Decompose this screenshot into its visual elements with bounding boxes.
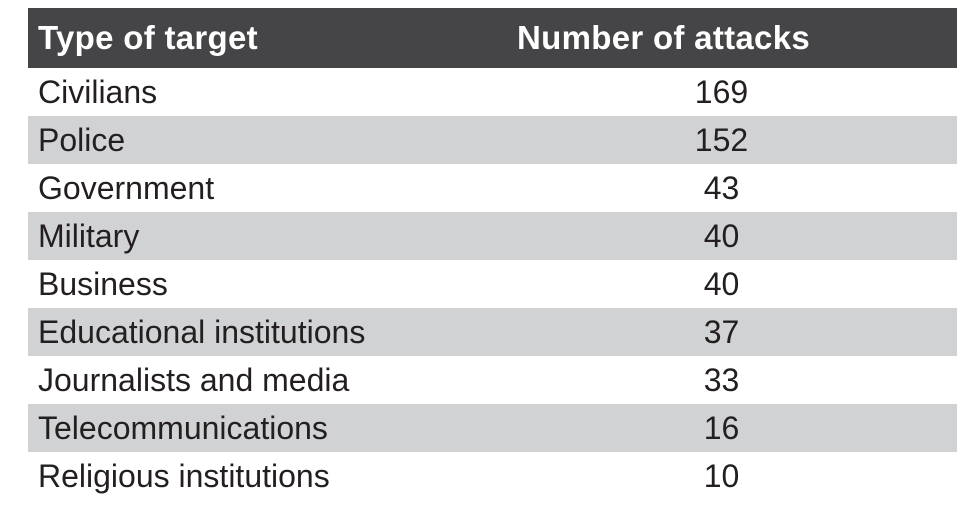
count-cell: 169 xyxy=(694,73,749,110)
count-cell: 10 xyxy=(703,457,740,494)
target-cell: Military xyxy=(38,217,140,254)
table-row-educational-institutions: Educational institutions 37 xyxy=(28,308,957,356)
target-cell: Business xyxy=(38,265,168,302)
count-cell: 43 xyxy=(703,169,740,206)
target-cell: Educational institutions xyxy=(38,313,366,350)
table-row-telecommunications: Telecommunications 16 xyxy=(28,404,957,452)
table-row-civilians: Civilians 169 xyxy=(28,68,957,116)
column-header-type-of-target: Type of target xyxy=(38,19,258,56)
target-cell: Religious institutions xyxy=(38,457,330,494)
table-row-military: Military 40 xyxy=(28,212,957,260)
table-row-journalists-and-media: Journalists and media 33 xyxy=(28,356,957,404)
target-cell: Journalists and media xyxy=(38,361,350,398)
count-cell: 40 xyxy=(703,265,740,302)
count-cell: 152 xyxy=(694,121,749,158)
count-cell: 33 xyxy=(703,361,740,398)
target-cell: Civilians xyxy=(38,73,158,110)
table-header-row: Type of target Number of attacks xyxy=(28,8,957,68)
target-cell: Government xyxy=(38,169,215,206)
column-header-number-of-attacks: Number of attacks xyxy=(517,19,811,56)
target-cell: Police xyxy=(38,121,126,158)
target-cell: Telecommunications xyxy=(38,409,328,446)
attacks-by-target-table: Type of target Number of attacks Civilia… xyxy=(28,8,957,500)
count-cell: 40 xyxy=(703,217,740,254)
table-row-government: Government 43 xyxy=(28,164,957,212)
count-cell: 37 xyxy=(703,313,740,350)
table-row-business: Business 40 xyxy=(28,260,957,308)
table-row-police: Police 152 xyxy=(28,116,957,164)
table-row-religious-institutions: Religious institutions 10 xyxy=(28,452,957,500)
count-cell: 16 xyxy=(703,409,740,446)
